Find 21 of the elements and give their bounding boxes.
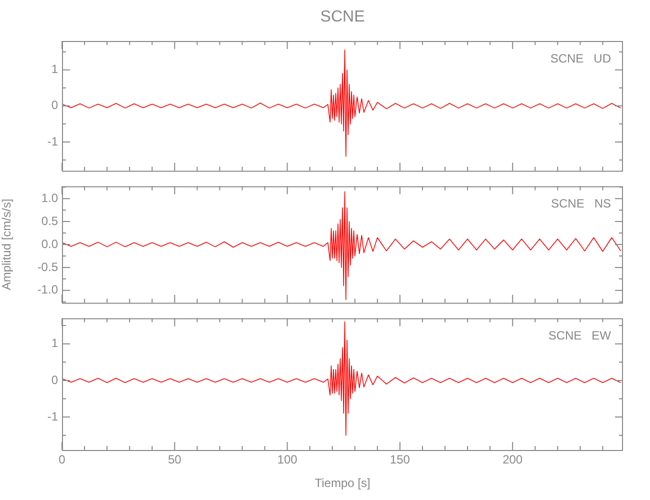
y-tick-label: 0.0 [41, 236, 58, 251]
x-tick-label: 100 [277, 452, 298, 467]
y-tick-label: 0 [51, 372, 58, 387]
y-axis-title: Amplitud [cm/s/s] [0, 198, 14, 290]
x-tick-label: 150 [390, 452, 410, 467]
y-tick-label: 1 [51, 336, 58, 350]
y-tick-label: 0 [51, 98, 58, 112]
y-tick-label: -1 [47, 134, 58, 148]
y-tick-label: -1 [47, 409, 58, 424]
annotation: SCNE EW [548, 328, 612, 343]
annotation: SCNE UD [550, 51, 612, 66]
y-tick-label: 1.0 [41, 190, 58, 205]
annotation: SCNE NS [550, 196, 611, 211]
chart-title: SCNE [320, 8, 365, 26]
x-axis-title: Tiempo [s] [314, 476, 370, 490]
y-tick-label: 0.5 [41, 214, 58, 228]
x-tick-label: 50 [168, 452, 182, 467]
y-tick-label: 1 [51, 62, 58, 76]
y-tick-label: -1.0 [37, 282, 58, 297]
x-tick-label: 200 [502, 452, 523, 467]
y-tick-label: -0.5 [37, 260, 58, 274]
